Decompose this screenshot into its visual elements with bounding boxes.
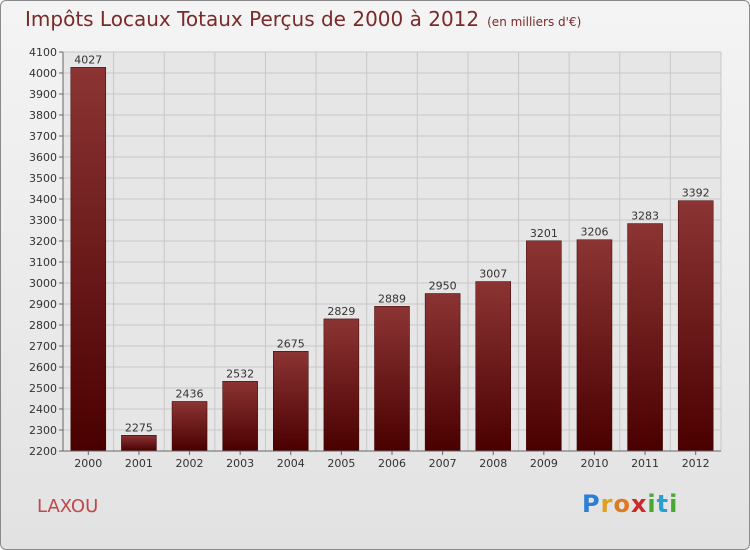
- data-label: 2275: [125, 421, 153, 434]
- x-tick-label: 2006: [378, 457, 406, 470]
- y-tick-label: 3600: [29, 151, 57, 164]
- y-tick-label: 3900: [29, 88, 57, 101]
- y-tick-label: 2700: [29, 340, 57, 353]
- x-tick-label: 2010: [580, 457, 608, 470]
- data-label: 3206: [580, 226, 608, 239]
- logo-letter: P: [582, 490, 601, 518]
- data-label: 3007: [479, 268, 507, 281]
- bar: [70, 67, 107, 452]
- x-tick-label: 2007: [429, 457, 457, 470]
- x-tick-label: 2011: [631, 457, 659, 470]
- x-tick-label: 2000: [74, 457, 102, 470]
- y-tick-label: 3700: [29, 130, 57, 143]
- bar: [475, 281, 511, 452]
- x-tick-label: 2001: [125, 457, 153, 470]
- data-label: 3283: [631, 210, 659, 223]
- logo-letter: i: [669, 490, 679, 518]
- bar: [677, 200, 714, 452]
- data-label: 2829: [327, 305, 355, 318]
- y-tick-label: 2300: [29, 424, 57, 437]
- bar: [121, 435, 157, 452]
- chart-title-text: Impôts Locaux Totaux Perçus de 2000 à 20…: [25, 7, 480, 31]
- data-label: 4027: [74, 53, 102, 66]
- x-tick-label: 2009: [530, 457, 558, 470]
- y-tick-label: 3000: [29, 277, 57, 290]
- y-tick-label: 3800: [29, 109, 57, 122]
- y-tick-label: 4100: [29, 46, 57, 59]
- y-tick-label: 3500: [29, 172, 57, 185]
- bar: [627, 223, 663, 452]
- data-label: 3201: [530, 227, 558, 240]
- y-tick-label: 2800: [29, 319, 57, 332]
- y-tick-label: 2600: [29, 361, 57, 374]
- x-tick-label: 2004: [277, 457, 305, 470]
- bar: [526, 240, 562, 452]
- logo-letter: o: [613, 490, 631, 518]
- bar: [222, 381, 258, 452]
- proxiti-logo: Proxiti: [582, 490, 678, 518]
- y-tick-label: 2200: [29, 445, 57, 458]
- chart-title: Impôts Locaux Totaux Perçus de 2000 à 20…: [25, 7, 581, 31]
- y-tick-label: 4000: [29, 67, 57, 80]
- x-tick-label: 2012: [682, 457, 710, 470]
- data-label: 2436: [176, 387, 204, 400]
- bar: [323, 318, 360, 452]
- y-tick-label: 3400: [29, 193, 57, 206]
- x-tick-label: 2002: [176, 457, 204, 470]
- x-tick-label: 2005: [327, 457, 355, 470]
- data-label: 3392: [682, 187, 710, 200]
- bar: [576, 239, 613, 452]
- y-tick-label: 3200: [29, 235, 57, 248]
- logo-letter: t: [656, 490, 670, 518]
- y-tick-label: 2400: [29, 403, 57, 416]
- bar: [424, 293, 461, 452]
- data-label: 2889: [378, 292, 406, 305]
- logo-letter: i: [647, 490, 657, 518]
- data-label: 2675: [277, 337, 305, 350]
- x-tick-label: 2003: [226, 457, 254, 470]
- x-tick-label: 2008: [479, 457, 507, 470]
- y-tick-label: 2500: [29, 382, 57, 395]
- commune-name: LAXOU: [37, 496, 99, 517]
- logo-letter: x: [630, 490, 648, 518]
- y-tick-label: 3300: [29, 214, 57, 227]
- bar: [171, 401, 208, 452]
- bar: [374, 306, 410, 452]
- y-tick-label: 3100: [29, 256, 57, 269]
- chart-subtitle: (en milliers d'€): [487, 15, 582, 29]
- data-label: 2532: [226, 367, 254, 380]
- y-tick-label: 2900: [29, 298, 57, 311]
- bar: [273, 351, 309, 452]
- data-label: 2950: [429, 280, 457, 293]
- logo-letter: r: [600, 490, 614, 518]
